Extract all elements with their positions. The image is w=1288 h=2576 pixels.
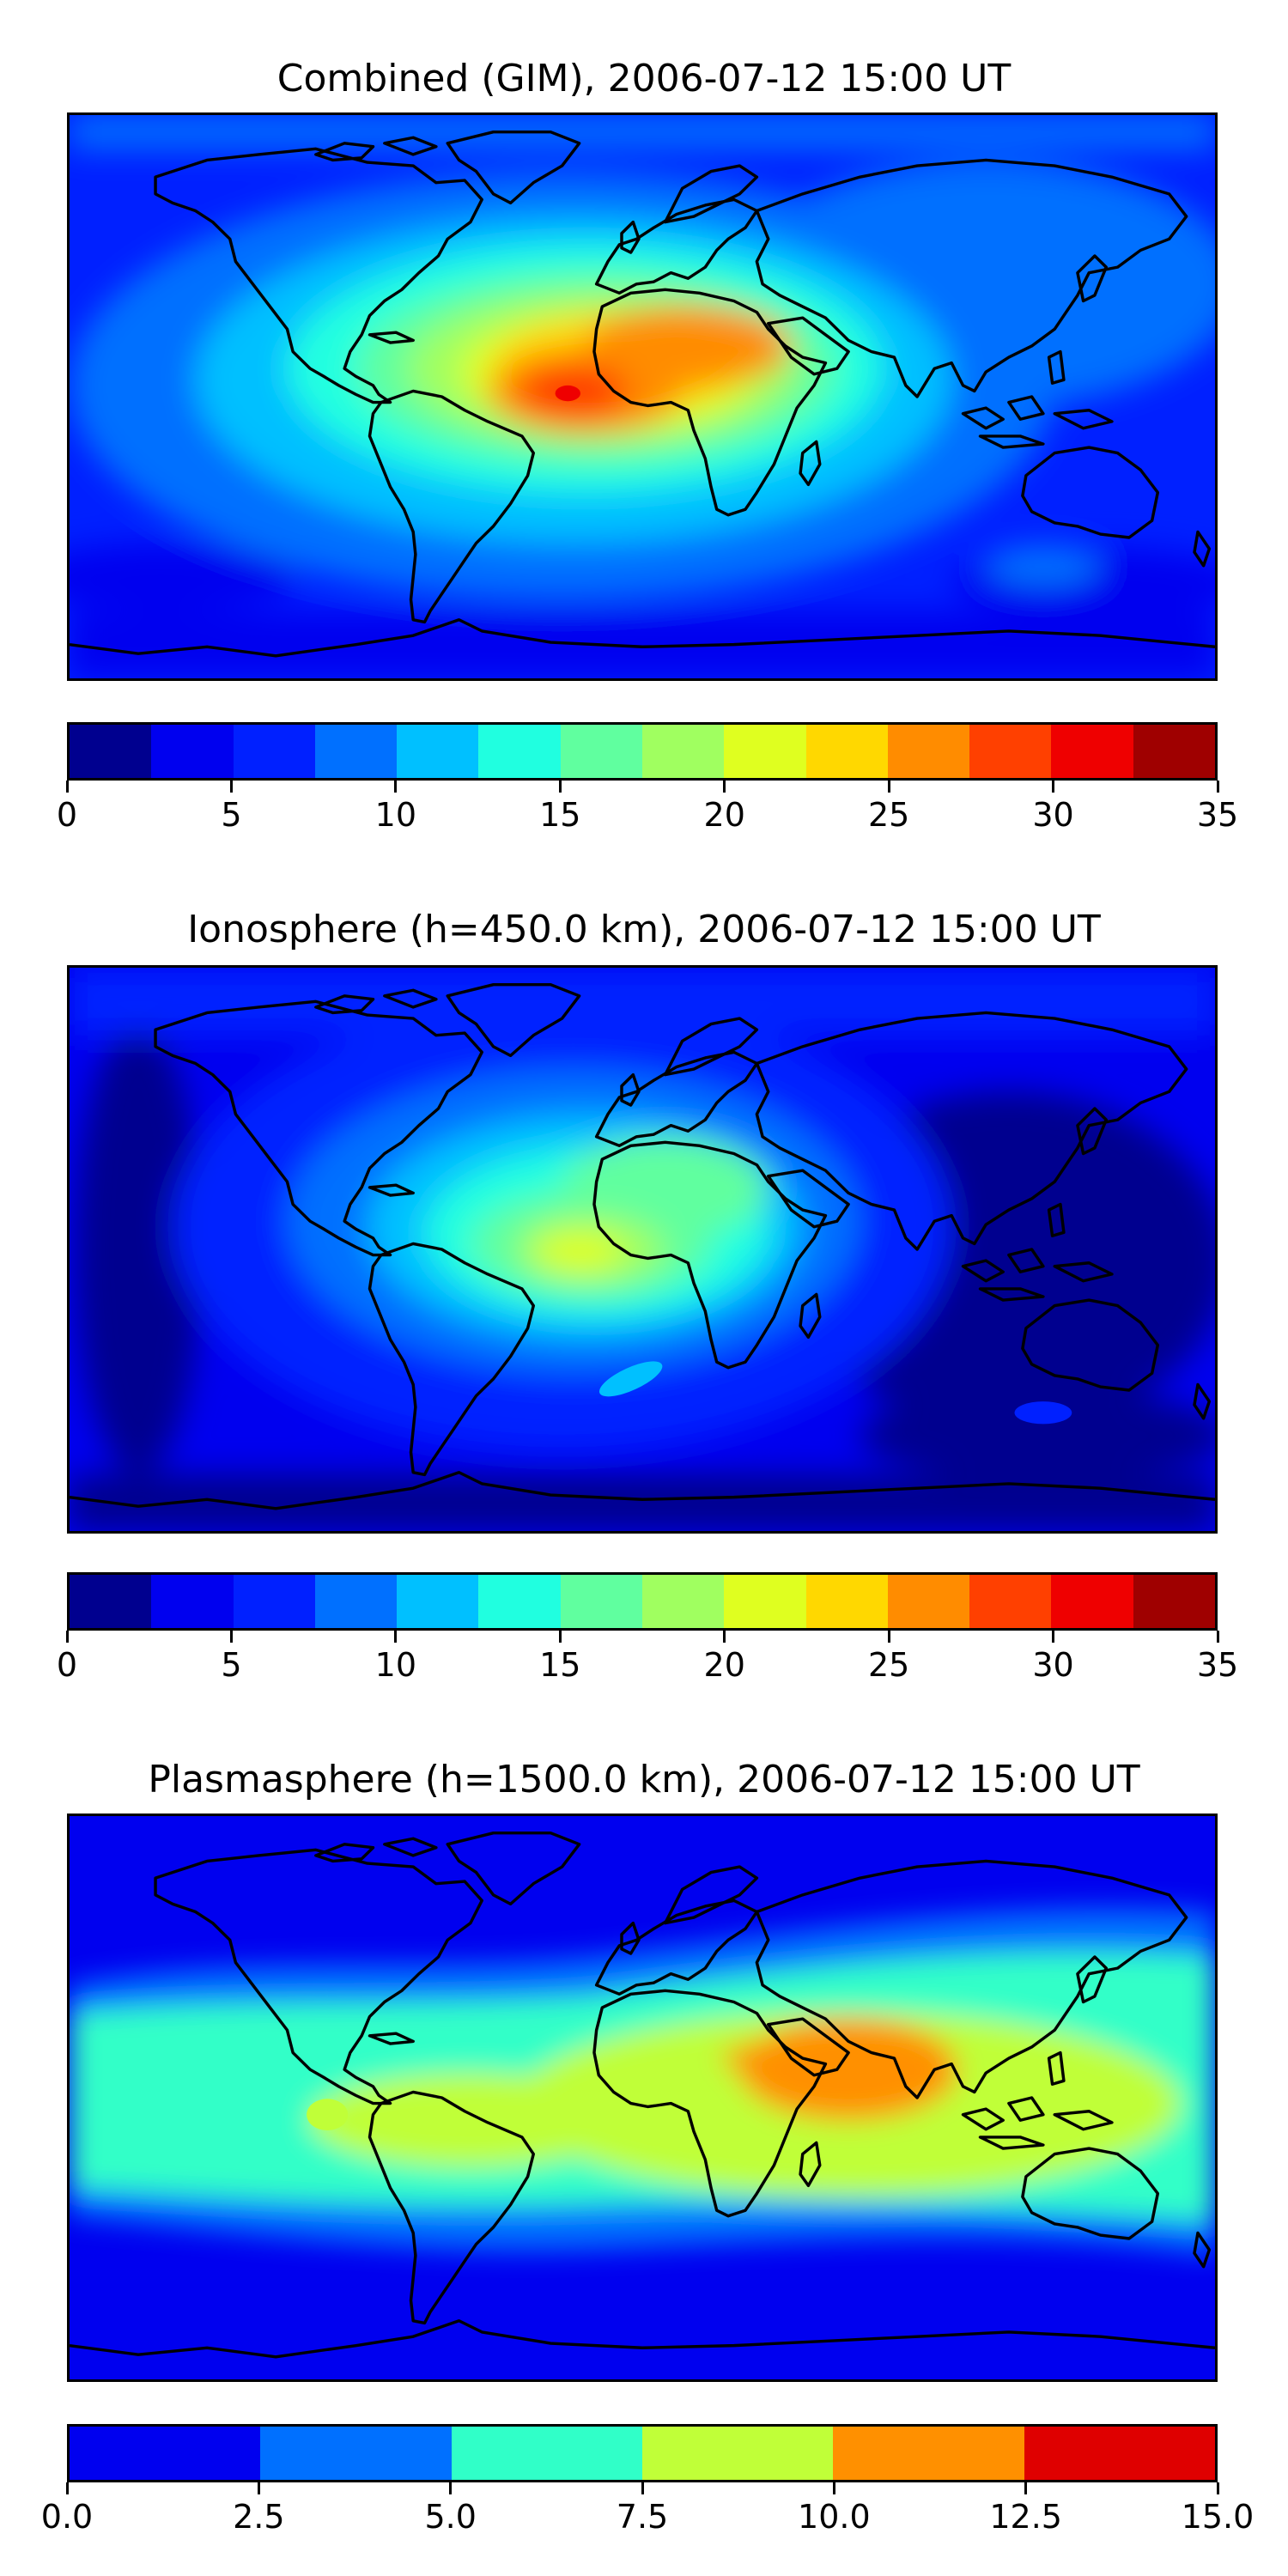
colorbar-tick-mark [558, 1631, 562, 1643]
colorbar-tick-label: 7.5 [616, 2498, 669, 2536]
colorbar-tick-mark [394, 781, 398, 793]
colorbar-ionosphere [67, 1572, 1218, 1631]
colorbar-ticks-combined: 0 5 10 15 20 25 30 35 [57, 781, 1238, 834]
colorbar-segment [451, 2427, 642, 2480]
chart-title: Ionosphere (h=450.0 km), 2006-07-12 15:0… [187, 908, 1101, 951]
colorbar-segment [887, 1575, 970, 1628]
colorbar-segment [805, 725, 888, 778]
colorbar-segment [1051, 1575, 1133, 1628]
colorbar-segment [641, 725, 725, 778]
colorbar-segment [1051, 725, 1133, 778]
colorbar-tick-label: 20 [703, 796, 745, 834]
colorbar-segment [833, 2427, 1024, 2480]
map-plasmasphere [67, 1814, 1218, 2382]
colorbar-tick-label: 2.5 [233, 2498, 285, 2536]
colorbar-tick-label: 5 [221, 1646, 242, 1684]
map-ionosphere [67, 965, 1218, 1534]
colorbar-tick-mark [832, 2482, 835, 2494]
heatmap-combined [70, 115, 1215, 678]
colorbar-tick-label: 5 [221, 796, 242, 834]
colorbar-segment [70, 725, 152, 778]
colorbar-tick-label: 25 [867, 1646, 910, 1684]
colorbar-tick-label: 35 [1196, 1646, 1239, 1684]
colorbar-segment [478, 725, 561, 778]
colorbar-segment [560, 725, 642, 778]
chart-title: Combined (GIM), 2006-07-12 15:00 UT [276, 57, 1012, 100]
colorbar-plasmasphere [67, 2424, 1218, 2482]
colorbar-segment [478, 1575, 561, 1628]
colorbar-segment [641, 2427, 834, 2480]
colorbar-tick-label: 10 [374, 796, 417, 834]
colorbar-segment [314, 725, 398, 778]
colorbar-tick-label: 30 [1032, 1646, 1074, 1684]
colorbar-segment [260, 2427, 452, 2480]
colorbar-tick-mark [1024, 2482, 1028, 2494]
heatmap-ionosphere [70, 968, 1215, 1531]
colorbar-tick-mark [229, 1631, 233, 1643]
colorbar-tick-label: 35 [1196, 796, 1239, 834]
colorbar-tick-mark [723, 781, 726, 793]
colorbar-tick-label: 20 [703, 1646, 745, 1684]
colorbar-tick-label: 25 [867, 796, 910, 834]
colorbar-tick-mark [257, 2482, 260, 2494]
chart-title: Plasmasphere (h=1500.0 km), 2006-07-12 1… [148, 1758, 1140, 1801]
colorbar-segment [969, 725, 1052, 778]
colorbar-tick-mark [887, 781, 890, 793]
colorbar-segment [805, 1575, 888, 1628]
colorbar-tick-mark [1052, 781, 1055, 793]
colorbar-segment [724, 725, 806, 778]
colorbar-ticks-ionosphere: 0 5 10 15 20 25 30 35 [57, 1631, 1238, 1684]
colorbar-tick-mark [1216, 2482, 1219, 2494]
colorbar-ticks-plasmasphere: 0.0 2.5 5.0 7.5 10.0 12.5 15.0 [41, 2482, 1254, 2536]
colorbar-tick-mark [641, 2482, 644, 2494]
colorbar-tick-mark [65, 1631, 69, 1643]
colorbar-segment [397, 1575, 479, 1628]
colorbar-tick-label: 0.0 [40, 2498, 94, 2536]
colorbar-segment [1133, 725, 1215, 778]
colorbar-tick-mark [1216, 781, 1219, 793]
colorbar-segment [70, 1575, 152, 1628]
colorbar-tick-mark [1052, 1631, 1055, 1643]
colorbar-tick-label: 15.0 [1181, 2498, 1255, 2536]
colorbar-combined [67, 722, 1218, 781]
colorbar-segment [724, 1575, 806, 1628]
colorbar-tick-mark [449, 2482, 453, 2494]
colorbar-segment [969, 1575, 1052, 1628]
heatmap-plasmasphere [70, 1816, 1215, 2379]
colorbar-tick-mark [558, 781, 562, 793]
colorbar-segment [887, 725, 970, 778]
colorbar-tick-mark [229, 781, 233, 793]
colorbar-segment [70, 2427, 261, 2480]
colorbar-segment [314, 1575, 398, 1628]
colorbar-segment [641, 1575, 725, 1628]
colorbar-tick-mark [65, 781, 69, 793]
map-combined [67, 112, 1218, 681]
colorbar-tick-mark [65, 2482, 69, 2494]
colorbar-tick-label: 10 [374, 1646, 417, 1684]
colorbar-segment [233, 1575, 315, 1628]
colorbar-segment [1133, 1575, 1215, 1628]
colorbar-tick-label: 5.0 [424, 2498, 477, 2536]
colorbar-tick-label: 0 [56, 796, 78, 834]
colorbar-tick-label: 15 [539, 1646, 581, 1684]
colorbar-segment [151, 725, 234, 778]
colorbar-tick-label: 0 [56, 1646, 78, 1684]
colorbar-segment [560, 1575, 642, 1628]
colorbar-tick-mark [1216, 1631, 1219, 1643]
colorbar-segment [151, 1575, 234, 1628]
colorbar-tick-label: 30 [1032, 796, 1074, 834]
colorbar-segment [233, 725, 315, 778]
colorbar-tick-label: 10.0 [798, 2498, 871, 2536]
colorbar-segment [397, 725, 479, 778]
colorbar-tick-mark [887, 1631, 890, 1643]
colorbar-segment [1024, 2427, 1215, 2480]
colorbar-tick-mark [394, 1631, 398, 1643]
colorbar-tick-label: 12.5 [989, 2498, 1062, 2536]
colorbar-tick-mark [723, 1631, 726, 1643]
colorbar-tick-label: 15 [539, 796, 581, 834]
